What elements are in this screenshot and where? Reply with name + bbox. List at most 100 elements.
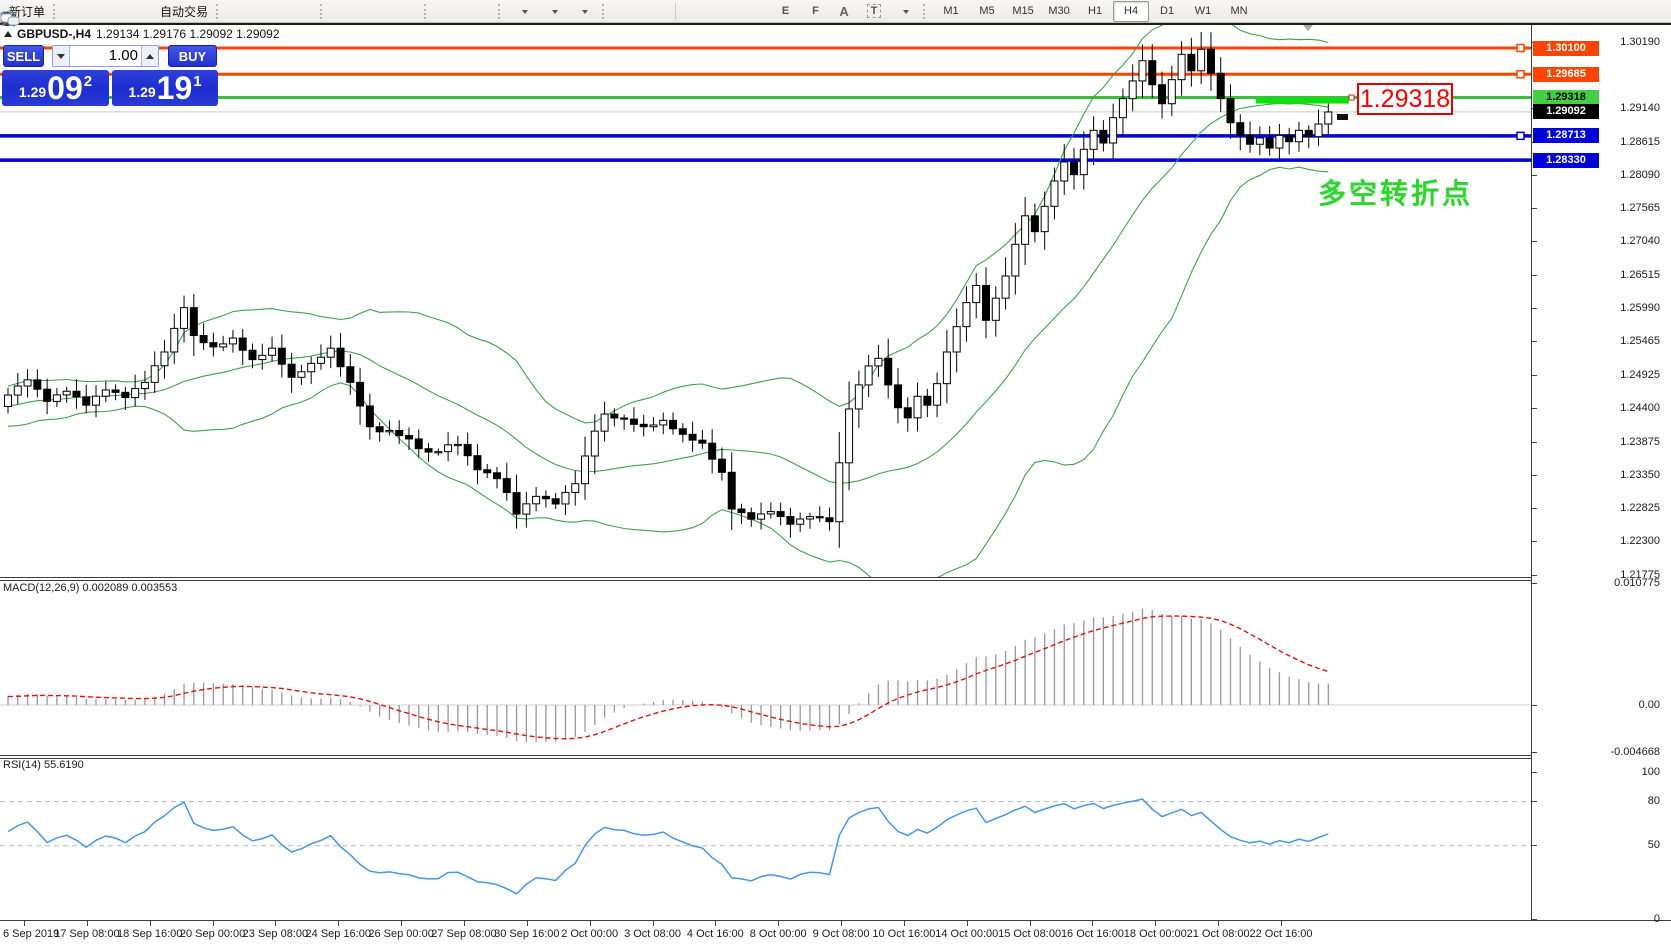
buy-price-box[interactable]: 1.29 19 1 xyxy=(112,70,218,106)
candle[interactable] xyxy=(1148,60,1157,86)
equidistant-channel-tool-button[interactable]: E xyxy=(0,0,799,25)
price-level-label-1.28330[interactable]: 1.28330 xyxy=(1533,152,1599,168)
candle[interactable] xyxy=(82,396,91,406)
candle[interactable] xyxy=(629,418,638,425)
candle[interactable] xyxy=(1177,53,1186,81)
candle[interactable] xyxy=(336,347,345,368)
candle[interactable] xyxy=(1206,48,1215,74)
sell-button[interactable]: SELL xyxy=(3,45,44,67)
candle[interactable] xyxy=(1109,117,1118,144)
candle[interactable] xyxy=(268,347,277,356)
candle[interactable] xyxy=(199,335,208,344)
candle[interactable] xyxy=(688,433,697,441)
candle[interactable] xyxy=(659,419,668,426)
candle[interactable] xyxy=(933,383,942,406)
candle[interactable] xyxy=(522,503,531,515)
line-drag-marker[interactable] xyxy=(1516,70,1525,79)
candle[interactable] xyxy=(248,349,257,361)
chart-shift-button[interactable] xyxy=(2,0,494,25)
candle[interactable] xyxy=(639,423,648,428)
candle[interactable] xyxy=(1216,72,1225,100)
candle[interactable] xyxy=(1079,148,1088,176)
candle[interactable] xyxy=(1265,137,1274,149)
horizontal-line-tool-button[interactable] xyxy=(1,0,739,22)
candle[interactable] xyxy=(424,448,433,453)
volume-decrease-button[interactable] xyxy=(53,46,70,66)
price-level-label-1.29092[interactable]: 1.29092 xyxy=(1533,104,1599,120)
candle[interactable] xyxy=(297,371,306,378)
candle[interactable] xyxy=(815,516,824,519)
candle[interactable] xyxy=(747,512,756,520)
candle[interactable] xyxy=(532,495,541,505)
timeframe-button-m15[interactable]: M15 xyxy=(1012,5,1034,17)
templates-button[interactable] xyxy=(1,0,598,25)
candle[interactable] xyxy=(982,284,990,321)
candle[interactable] xyxy=(493,472,501,480)
candle[interactable] xyxy=(649,424,658,428)
candle[interactable] xyxy=(404,435,413,440)
candle[interactable] xyxy=(1050,180,1059,207)
candle[interactable] xyxy=(893,384,902,409)
candle[interactable] xyxy=(698,439,707,444)
arrows-tool-button[interactable] xyxy=(2,0,919,25)
candle[interactable] xyxy=(434,451,443,454)
candle[interactable] xyxy=(1236,122,1245,136)
candle[interactable] xyxy=(1226,98,1235,124)
highlight-zone[interactable] xyxy=(1255,97,1349,104)
candle[interactable] xyxy=(805,516,814,520)
candle[interactable] xyxy=(189,307,198,337)
search-button[interactable] xyxy=(1,0,1639,27)
candle[interactable] xyxy=(1040,205,1049,233)
price-level-label-1.29685[interactable]: 1.29685 xyxy=(1533,66,1599,82)
candle[interactable] xyxy=(796,518,805,525)
pane-separator[interactable] xyxy=(0,577,1671,581)
candle[interactable] xyxy=(287,363,296,378)
macd-pane[interactable] xyxy=(0,580,1531,755)
candle[interactable] xyxy=(600,413,609,432)
navigator-button[interactable] xyxy=(1,0,153,26)
candle[interactable] xyxy=(258,354,267,361)
candle[interactable] xyxy=(610,413,619,419)
timeframe-button-h4[interactable]: H4 xyxy=(1113,0,1150,22)
candle[interactable] xyxy=(541,495,550,500)
candle[interactable] xyxy=(23,379,32,387)
candle[interactable] xyxy=(717,458,726,473)
candle[interactable] xyxy=(346,366,355,383)
buy-button[interactable]: BUY xyxy=(168,45,217,67)
candle[interactable] xyxy=(1167,79,1176,105)
candle[interactable] xyxy=(238,337,247,351)
zoom-out-button[interactable] xyxy=(1,0,390,26)
chat-button[interactable] xyxy=(0,0,1669,26)
candle[interactable] xyxy=(1089,129,1098,150)
candle[interactable] xyxy=(375,426,384,433)
candle[interactable] xyxy=(121,391,130,399)
candle[interactable] xyxy=(1001,275,1010,299)
candle[interactable] xyxy=(4,394,12,407)
volume-value[interactable]: 1.00 xyxy=(108,47,138,64)
candle[interactable] xyxy=(1070,161,1079,176)
candle[interactable] xyxy=(33,379,42,390)
price-annotation-box[interactable]: 1.29318 xyxy=(1357,83,1453,115)
line-drag-marker[interactable] xyxy=(1516,43,1525,53)
candle[interactable] xyxy=(1011,243,1020,277)
candle[interactable] xyxy=(13,385,22,396)
candle[interactable] xyxy=(92,395,101,406)
candle[interactable] xyxy=(453,443,462,447)
candle[interactable] xyxy=(180,307,189,329)
price-level-label-1.30100[interactable]: 1.30100 xyxy=(1533,40,1599,56)
candle[interactable] xyxy=(845,408,854,464)
candle[interactable] xyxy=(160,351,169,367)
time-axis[interactable]: 6 Sep 2019 17 Sep 08:00 18 Sep 16:00 20 Sep… xyxy=(0,920,1671,947)
timeframe-button-m1[interactable]: M1 xyxy=(943,5,959,17)
candle[interactable] xyxy=(1099,129,1108,144)
autotrading-button[interactable]: 自动交易 xyxy=(1,0,212,26)
candle[interactable] xyxy=(1255,137,1264,145)
candle[interactable] xyxy=(219,343,228,348)
candle[interactable] xyxy=(1246,134,1255,145)
candle[interactable] xyxy=(913,395,922,419)
timeframe-button-mn[interactable]: MN xyxy=(1230,5,1248,17)
candle[interactable] xyxy=(1158,84,1167,105)
candle[interactable] xyxy=(571,483,580,493)
auto-scroll-button[interactable] xyxy=(2,0,464,24)
candle[interactable] xyxy=(111,389,120,393)
